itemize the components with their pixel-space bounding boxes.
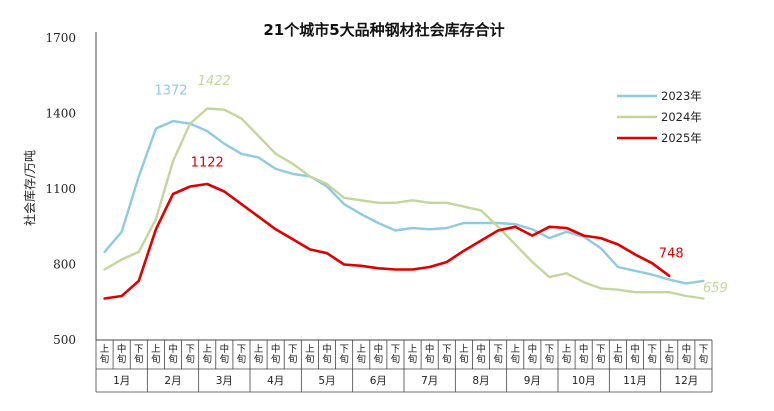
- x-month-label: 7月: [421, 375, 438, 387]
- x-period-label: 下旬: [339, 344, 349, 366]
- data-label-1372: 1372: [154, 84, 187, 99]
- x-month-label: 11月: [623, 375, 647, 387]
- x-month-label: 12月: [674, 375, 698, 387]
- x-period-label: 上旬: [562, 344, 572, 366]
- data-annotations: 1372 1422 1122 748 659: [154, 74, 727, 296]
- x-period-label: 中旬: [168, 343, 178, 366]
- x-month-label: 8月: [472, 375, 489, 387]
- legend-label-2024年: 2024年: [661, 110, 702, 124]
- x-month-label: 9月: [524, 375, 541, 387]
- series-line-2025年: [103, 182, 671, 300]
- x-period-label: 下旬: [442, 344, 452, 366]
- x-period-label: 中旬: [374, 343, 384, 366]
- x-period-label: 上旬: [202, 344, 212, 366]
- y-tick-label: 800: [53, 258, 76, 272]
- y-tick-label: 500: [53, 333, 76, 347]
- x-period-label: 下旬: [185, 344, 195, 366]
- y-tick-label: 1400: [45, 107, 76, 121]
- tick-labels: 500800110014001700上旬中旬下旬上旬中旬下旬上旬中旬下旬上旬中旬…: [45, 31, 708, 387]
- x-period-label: 中旬: [271, 343, 281, 366]
- x-period-label: 下旬: [493, 344, 503, 366]
- x-period-label: 中旬: [579, 343, 589, 366]
- legend-label-2025年: 2025年: [661, 131, 702, 145]
- x-period-label: 中旬: [220, 343, 230, 366]
- data-label-1422: 1422: [198, 74, 231, 89]
- legend-label-2023年: 2023年: [661, 89, 702, 103]
- x-period-label: 下旬: [391, 344, 401, 366]
- x-period-label: 上旬: [613, 344, 623, 366]
- legend: 2023年 2024年 2025年: [617, 89, 702, 145]
- x-period-label: 中旬: [322, 343, 332, 366]
- x-period-label: 上旬: [664, 344, 674, 366]
- series-line-2023年: [103, 119, 705, 285]
- chart-title: 21个城市5大品种钢材社会库存合计: [263, 21, 504, 39]
- x-period-label: 中旬: [476, 343, 486, 366]
- x-period-label: 上旬: [408, 344, 418, 366]
- y-tick-label: 1100: [45, 182, 76, 196]
- series-line-2024年: [103, 107, 705, 300]
- x-period-label: 上旬: [510, 344, 520, 366]
- x-period-label: 中旬: [425, 343, 435, 366]
- x-period-label: 中旬: [682, 343, 692, 366]
- y-axis-label: 社会库存/万吨: [22, 150, 37, 226]
- x-period-label: 下旬: [699, 344, 709, 366]
- data-label-659: 659: [703, 281, 728, 296]
- data-label-748: 748: [659, 247, 684, 262]
- x-month-label: 2月: [164, 375, 181, 387]
- x-period-label: 下旬: [596, 344, 606, 366]
- x-period-label: 中旬: [117, 343, 127, 366]
- x-period-label: 上旬: [459, 344, 469, 366]
- x-period-label: 上旬: [254, 344, 264, 366]
- x-period-label: 下旬: [237, 344, 247, 366]
- x-month-label: 5月: [318, 375, 335, 387]
- x-month-label: 6月: [370, 375, 387, 387]
- x-period-label: 上旬: [356, 344, 366, 366]
- x-period-label: 下旬: [545, 344, 555, 366]
- x-month-label: 3月: [216, 375, 233, 387]
- x-period-label: 中旬: [528, 343, 538, 366]
- x-period-label: 下旬: [288, 344, 298, 366]
- x-month-label: 10月: [572, 375, 596, 387]
- x-period-label: 上旬: [305, 344, 315, 366]
- x-month-label: 1月: [113, 375, 130, 387]
- x-period-label: 上旬: [100, 344, 110, 366]
- x-period-label: 下旬: [134, 344, 144, 366]
- y-tick-label: 1700: [45, 31, 76, 45]
- x-month-label: 4月: [267, 375, 284, 387]
- x-period-label: 下旬: [647, 344, 657, 366]
- x-period-label: 中旬: [630, 343, 640, 366]
- axes: [95, 32, 713, 393]
- x-period-label: 上旬: [151, 344, 161, 366]
- data-label-1122: 1122: [191, 155, 224, 170]
- series-lines: [103, 107, 705, 300]
